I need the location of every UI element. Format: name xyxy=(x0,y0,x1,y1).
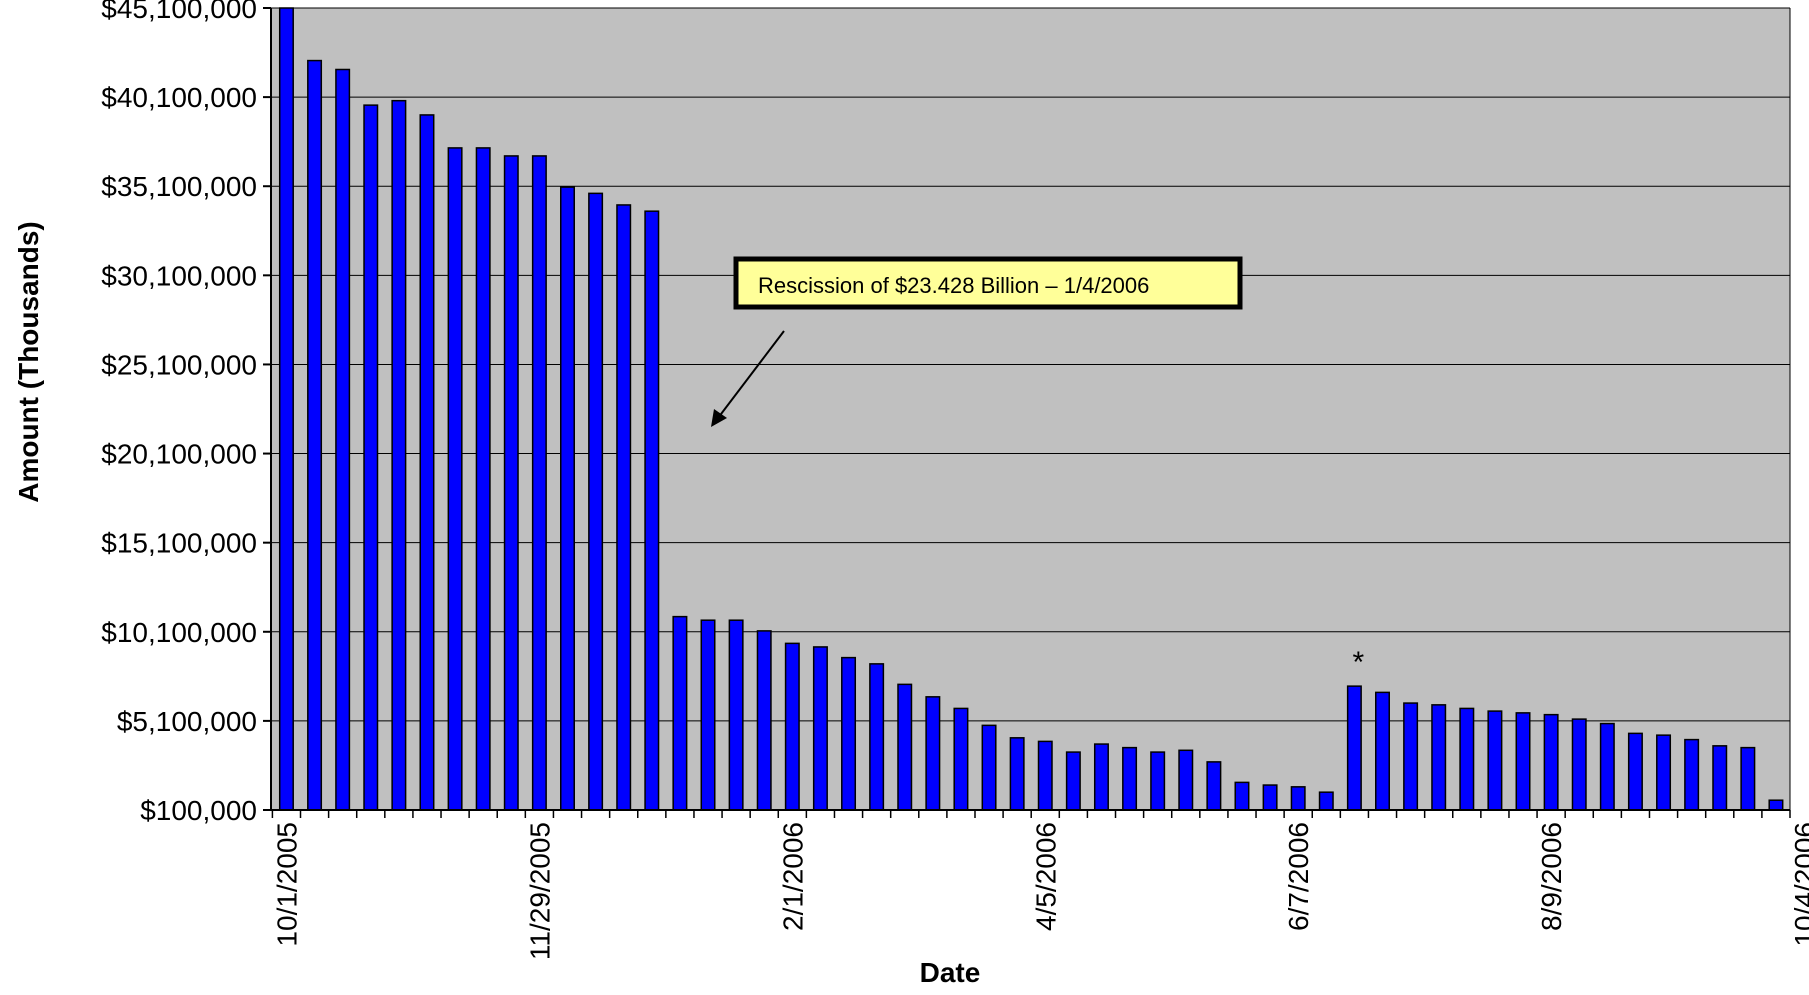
asterisk-annotation: * xyxy=(1353,646,1365,679)
annotation-box xyxy=(733,256,1243,310)
rescission-annotation: Rescission of $23.428 Billion – 1/4/2006 xyxy=(711,256,1243,427)
y-tick-labels: $100,000 $5,100,000 $10,100,000 $15,100,000… xyxy=(101,0,257,826)
arrow-head-icon xyxy=(711,409,727,427)
bar xyxy=(475,147,491,811)
bar xyxy=(925,696,941,811)
bar xyxy=(278,7,294,811)
axes xyxy=(263,7,1791,818)
x-tick-label: 6/7/2006 xyxy=(1283,822,1314,931)
bar xyxy=(784,642,800,811)
bar xyxy=(1543,713,1559,811)
bar xyxy=(1122,746,1138,811)
y-tick-label: $25,100,000 xyxy=(101,349,257,380)
bar xyxy=(1712,745,1728,811)
bar xyxy=(1740,746,1756,811)
x-tick-label: 10/1/2005 xyxy=(271,822,302,947)
plot-area xyxy=(271,8,1790,810)
bar xyxy=(335,68,351,811)
bar xyxy=(1375,691,1390,811)
x-tick-label: 2/1/2006 xyxy=(777,822,808,931)
bar xyxy=(1768,799,1784,811)
bar xyxy=(1656,734,1672,811)
bar xyxy=(391,99,407,811)
bar xyxy=(559,186,575,811)
bar xyxy=(644,210,660,811)
bar xyxy=(953,707,969,811)
bar xyxy=(841,656,857,811)
bar xyxy=(1065,751,1081,811)
bar xyxy=(588,192,604,811)
bar xyxy=(1178,749,1194,811)
bar xyxy=(447,147,463,811)
bar xyxy=(700,619,716,811)
y-tick-label: $35,100,000 xyxy=(101,171,257,202)
annotation-text: Rescission of $23.428 Billion – 1/4/2006 xyxy=(758,273,1149,298)
bar xyxy=(897,683,913,811)
bar xyxy=(1459,707,1475,811)
y-tick-label: $40,100,000 xyxy=(101,82,257,113)
y-tick-label: $45,100,000 xyxy=(101,0,257,24)
y-tick-label: $5,100,000 xyxy=(117,706,257,737)
y-tick-label: $15,100,000 xyxy=(101,528,257,559)
bar xyxy=(363,104,379,811)
bar xyxy=(503,155,519,811)
y-tick-label: $10,100,000 xyxy=(101,617,257,648)
bar xyxy=(1206,761,1222,811)
bar xyxy=(1627,732,1643,811)
bar xyxy=(812,646,828,811)
y-tick-label: $30,100,000 xyxy=(101,260,257,291)
y-tick-label: $100,000 xyxy=(140,795,257,826)
bar xyxy=(1346,685,1362,811)
bar xyxy=(1093,743,1109,811)
y-axis-title: Amount (Thousands) xyxy=(13,221,44,503)
bar xyxy=(1571,718,1587,811)
x-tick-label: 10/4/2006 xyxy=(1789,822,1809,947)
x-axis-title: Date xyxy=(920,957,981,988)
bar xyxy=(672,615,688,811)
bar xyxy=(1487,710,1503,811)
annotation-arrow xyxy=(717,330,785,419)
bar xyxy=(1150,751,1166,811)
x-tick-label: 4/5/2006 xyxy=(1030,822,1061,931)
bar xyxy=(1684,738,1700,811)
bar xyxy=(616,204,632,811)
bar xyxy=(728,619,744,811)
bar xyxy=(756,630,772,811)
bar xyxy=(1515,712,1531,811)
bar xyxy=(531,155,547,811)
x-tick-labels: 10/1/2005 11/29/2005 2/1/2006 4/5/2006 6/7/2… xyxy=(271,822,1809,960)
bar xyxy=(1599,722,1615,811)
bar xyxy=(1318,791,1334,811)
bar xyxy=(869,663,885,811)
bar xyxy=(1262,784,1278,811)
bar xyxy=(307,59,323,811)
bar xyxy=(419,114,435,811)
bar xyxy=(1431,704,1447,811)
bar xyxy=(1403,702,1419,811)
bar xyxy=(1037,740,1053,811)
bar xyxy=(1009,737,1025,811)
x-tick-label: 11/29/2005 xyxy=(524,822,555,960)
x-tick-label: 8/9/2006 xyxy=(1536,822,1567,931)
bar xyxy=(1290,786,1306,811)
bar xyxy=(1234,781,1250,811)
bar xyxy=(981,724,997,811)
y-tick-label: $20,100,000 xyxy=(101,439,257,470)
